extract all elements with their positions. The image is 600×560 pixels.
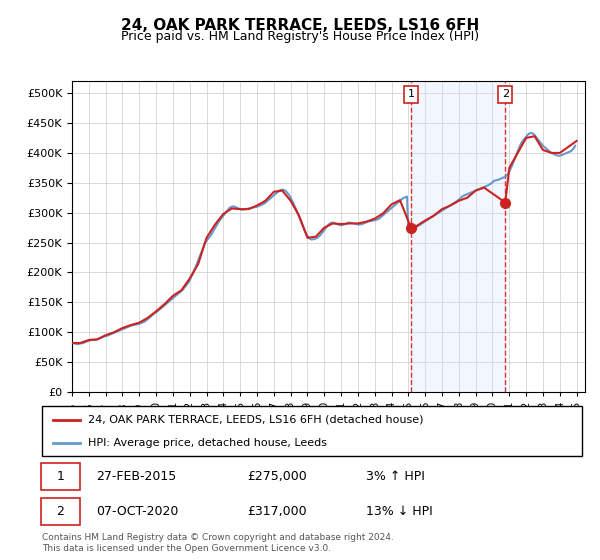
Bar <box>411 81 505 392</box>
Text: HPI: Average price, detached house, Leeds: HPI: Average price, detached house, Leed… <box>88 438 327 448</box>
Text: 24, OAK PARK TERRACE, LEEDS, LS16 6FH (detached house): 24, OAK PARK TERRACE, LEEDS, LS16 6FH (d… <box>88 414 424 424</box>
FancyBboxPatch shape <box>42 406 582 456</box>
Text: 2: 2 <box>502 90 509 99</box>
Text: 07-OCT-2020: 07-OCT-2020 <box>96 505 178 518</box>
Text: Contains HM Land Registry data © Crown copyright and database right 2024.
This d: Contains HM Land Registry data © Crown c… <box>42 533 394 553</box>
Text: £275,000: £275,000 <box>247 470 307 483</box>
FancyBboxPatch shape <box>41 498 80 525</box>
Text: 27-FEB-2015: 27-FEB-2015 <box>96 470 176 483</box>
Text: £317,000: £317,000 <box>247 505 307 518</box>
Text: 3% ↑ HPI: 3% ↑ HPI <box>366 470 425 483</box>
Text: 1: 1 <box>407 90 415 99</box>
Text: Price paid vs. HM Land Registry's House Price Index (HPI): Price paid vs. HM Land Registry's House … <box>121 30 479 43</box>
Text: 13% ↓ HPI: 13% ↓ HPI <box>366 505 433 518</box>
FancyBboxPatch shape <box>41 464 80 490</box>
Text: 2: 2 <box>56 505 64 518</box>
Text: 1: 1 <box>56 470 64 483</box>
Text: 24, OAK PARK TERRACE, LEEDS, LS16 6FH: 24, OAK PARK TERRACE, LEEDS, LS16 6FH <box>121 18 479 33</box>
